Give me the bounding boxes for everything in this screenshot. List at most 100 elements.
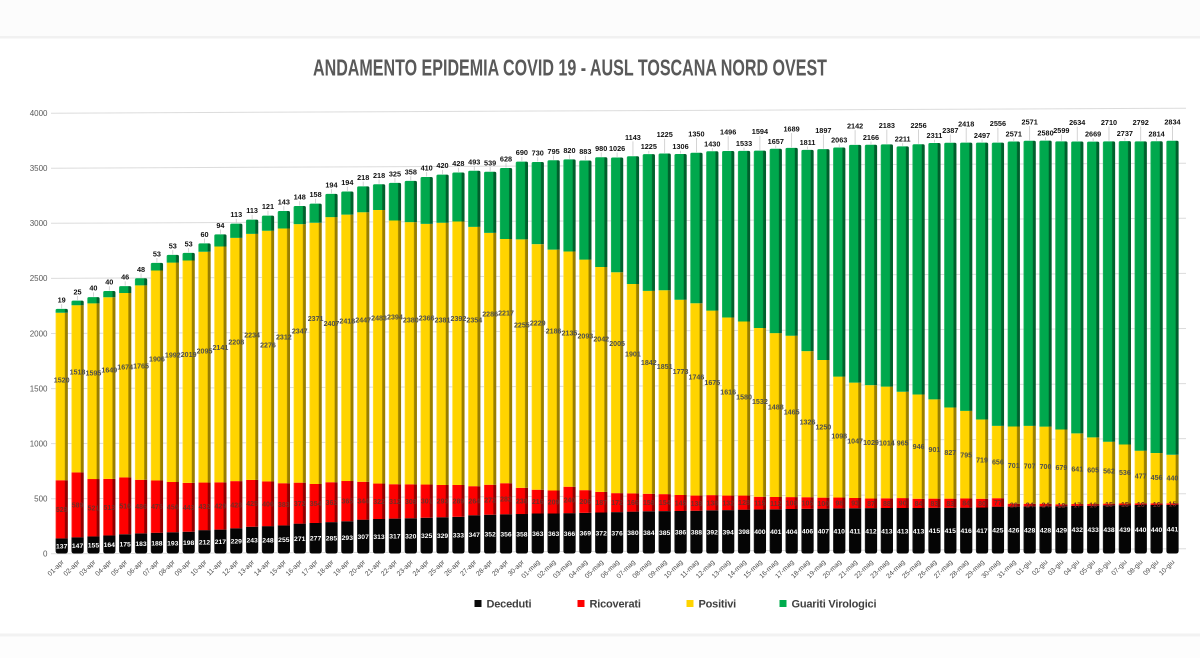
svg-text:352: 352 xyxy=(484,532,496,539)
svg-text:53: 53 xyxy=(185,239,193,248)
svg-text:456: 456 xyxy=(167,505,179,512)
svg-text:2183: 2183 xyxy=(879,121,895,130)
svg-text:679: 679 xyxy=(1055,464,1067,472)
svg-text:172: 172 xyxy=(611,500,623,507)
svg-text:707: 707 xyxy=(1024,463,1036,471)
svg-text:46: 46 xyxy=(121,273,129,282)
svg-text:358: 358 xyxy=(405,168,417,177)
svg-text:19: 19 xyxy=(58,296,66,305)
svg-text:2380: 2380 xyxy=(403,317,419,325)
svg-text:440: 440 xyxy=(1167,475,1179,483)
svg-text:80: 80 xyxy=(978,501,986,508)
svg-text:428: 428 xyxy=(1040,527,1052,534)
svg-text:2387: 2387 xyxy=(942,126,958,135)
svg-text:1029: 1029 xyxy=(863,439,879,447)
svg-text:216: 216 xyxy=(532,499,544,506)
svg-text:1595: 1595 xyxy=(86,370,102,378)
svg-text:2556: 2556 xyxy=(990,119,1006,128)
svg-text:ANDAMENTO EPIDEMIA COVID 19 -: ANDAMENTO EPIDEMIA COVID 19 - AUSL TOSCA… xyxy=(313,55,827,81)
svg-text:2217: 2217 xyxy=(498,310,514,318)
svg-text:Ricoverati: Ricoverati xyxy=(590,599,641,611)
svg-text:1765: 1765 xyxy=(133,363,149,371)
svg-text:333: 333 xyxy=(453,533,465,540)
svg-text:1326: 1326 xyxy=(800,419,816,427)
svg-text:363: 363 xyxy=(548,531,560,538)
svg-text:475: 475 xyxy=(151,504,163,511)
svg-text:1580: 1580 xyxy=(736,394,752,402)
svg-text:105: 105 xyxy=(802,501,814,508)
svg-text:440: 440 xyxy=(1151,527,1163,534)
svg-text:217: 217 xyxy=(215,539,227,546)
svg-text:206: 206 xyxy=(579,499,591,506)
svg-text:401: 401 xyxy=(770,529,782,536)
svg-text:1465: 1465 xyxy=(784,409,800,417)
svg-text:40: 40 xyxy=(89,284,97,293)
svg-text:307: 307 xyxy=(358,534,370,541)
svg-text:2394: 2394 xyxy=(387,314,403,322)
svg-text:1350: 1350 xyxy=(688,129,704,138)
svg-text:83: 83 xyxy=(931,501,939,508)
svg-text:175: 175 xyxy=(119,541,131,548)
svg-text:301: 301 xyxy=(421,499,433,506)
svg-text:1430: 1430 xyxy=(704,139,720,148)
svg-text:386: 386 xyxy=(675,530,687,537)
svg-text:1496: 1496 xyxy=(720,128,736,137)
svg-text:94: 94 xyxy=(216,221,225,230)
svg-text:388: 388 xyxy=(691,530,703,537)
svg-text:154: 154 xyxy=(659,500,671,507)
svg-text:2366: 2366 xyxy=(419,315,435,323)
svg-text:539: 539 xyxy=(484,158,496,167)
svg-text:2311: 2311 xyxy=(927,131,943,140)
svg-text:416: 416 xyxy=(961,528,973,535)
svg-text:2814: 2814 xyxy=(1148,129,1165,138)
svg-text:183: 183 xyxy=(135,541,147,548)
svg-text:84: 84 xyxy=(915,501,923,508)
svg-text:320: 320 xyxy=(405,533,417,540)
svg-text:656: 656 xyxy=(992,459,1004,467)
svg-text:946: 946 xyxy=(913,443,925,451)
svg-text:410: 410 xyxy=(834,528,846,535)
svg-text:407: 407 xyxy=(818,529,830,536)
svg-text:148: 148 xyxy=(294,193,306,202)
svg-text:2371: 2371 xyxy=(308,315,324,323)
svg-text:313: 313 xyxy=(373,534,385,541)
svg-text:187: 187 xyxy=(595,500,607,507)
svg-text:1773: 1773 xyxy=(673,368,689,376)
svg-text:354: 354 xyxy=(310,501,322,508)
svg-text:255: 255 xyxy=(278,537,290,544)
svg-text:48: 48 xyxy=(137,265,145,274)
svg-text:88: 88 xyxy=(883,501,891,508)
svg-text:1674: 1674 xyxy=(117,364,133,372)
svg-text:392: 392 xyxy=(707,529,719,536)
svg-text:2737: 2737 xyxy=(1117,129,1133,138)
svg-text:84: 84 xyxy=(962,501,970,508)
svg-text:413: 413 xyxy=(881,528,893,535)
svg-text:218: 218 xyxy=(357,173,369,182)
svg-text:513: 513 xyxy=(103,505,115,512)
svg-text:312: 312 xyxy=(389,499,401,506)
svg-text:240: 240 xyxy=(564,498,576,505)
svg-text:2669: 2669 xyxy=(1085,130,1101,139)
svg-text:347: 347 xyxy=(469,532,481,539)
svg-text:1992: 1992 xyxy=(165,352,181,360)
svg-text:440: 440 xyxy=(1135,527,1147,534)
svg-text:2135: 2135 xyxy=(562,330,578,338)
svg-text:428: 428 xyxy=(230,502,242,509)
svg-text:293: 293 xyxy=(437,499,449,506)
svg-text:137: 137 xyxy=(56,543,68,550)
svg-text:2354: 2354 xyxy=(466,317,482,325)
svg-text:24: 24 xyxy=(1042,503,1050,510)
svg-text:404: 404 xyxy=(786,529,798,536)
svg-text:372: 372 xyxy=(596,531,608,538)
svg-text:700: 700 xyxy=(1040,463,1052,471)
svg-text:965: 965 xyxy=(897,440,909,448)
svg-text:411: 411 xyxy=(850,528,861,535)
svg-text:376: 376 xyxy=(611,530,623,537)
svg-text:166: 166 xyxy=(627,500,639,507)
svg-text:493: 493 xyxy=(468,157,480,166)
svg-text:53: 53 xyxy=(153,249,161,258)
svg-text:690: 690 xyxy=(516,148,528,157)
svg-text:1746: 1746 xyxy=(689,374,705,382)
svg-text:1500: 1500 xyxy=(30,384,48,393)
svg-text:193: 193 xyxy=(167,540,179,547)
